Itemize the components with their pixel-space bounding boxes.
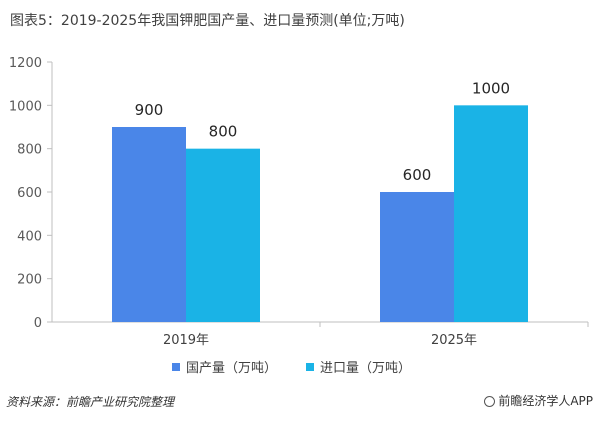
brand-label: 前瞻经济学人APP: [484, 392, 593, 409]
x-axis-categories: 2019年 2025年: [163, 322, 589, 348]
y-tick-label: 800: [17, 143, 42, 158]
legend: 国产量（万吨） 进口量（万吨）: [172, 361, 411, 376]
legend-swatch: [172, 363, 180, 371]
y-tick-label: 1000: [9, 99, 42, 114]
source-note: 资料来源：前瞻产业研究院整理: [6, 395, 175, 409]
y-tick-label: 1200: [9, 56, 42, 71]
data-label: 800: [209, 123, 238, 141]
x-category-label: 2025年: [431, 333, 477, 348]
y-tick-label: 200: [17, 273, 42, 288]
y-axis-ticks: 0 200 400 600 800 1000 1200: [9, 56, 52, 331]
x-category-label: 2019年: [163, 333, 209, 348]
legend-label: 国产量（万吨）: [186, 361, 277, 376]
bar: [112, 127, 186, 322]
bar: [380, 192, 454, 322]
data-label: 600: [403, 166, 432, 184]
y-tick-label: 0: [34, 316, 42, 331]
y-tick-label: 600: [17, 186, 42, 201]
y-tick-label: 400: [17, 229, 42, 244]
legend-swatch: [306, 363, 314, 371]
brand-name: 前瞻经济学人APP: [498, 394, 593, 408]
bar: [186, 148, 260, 322]
bars: 900 800 600 1000: [112, 79, 528, 322]
chart-title: 图表5：2019-2025年我国钾肥国产量、进口量预测(单位;万吨): [10, 13, 405, 29]
brand-logo-icon: [484, 396, 496, 407]
bar: [454, 105, 528, 322]
data-label: 1000: [472, 79, 510, 97]
data-label: 900: [135, 101, 164, 119]
legend-label: 进口量（万吨）: [320, 361, 411, 376]
